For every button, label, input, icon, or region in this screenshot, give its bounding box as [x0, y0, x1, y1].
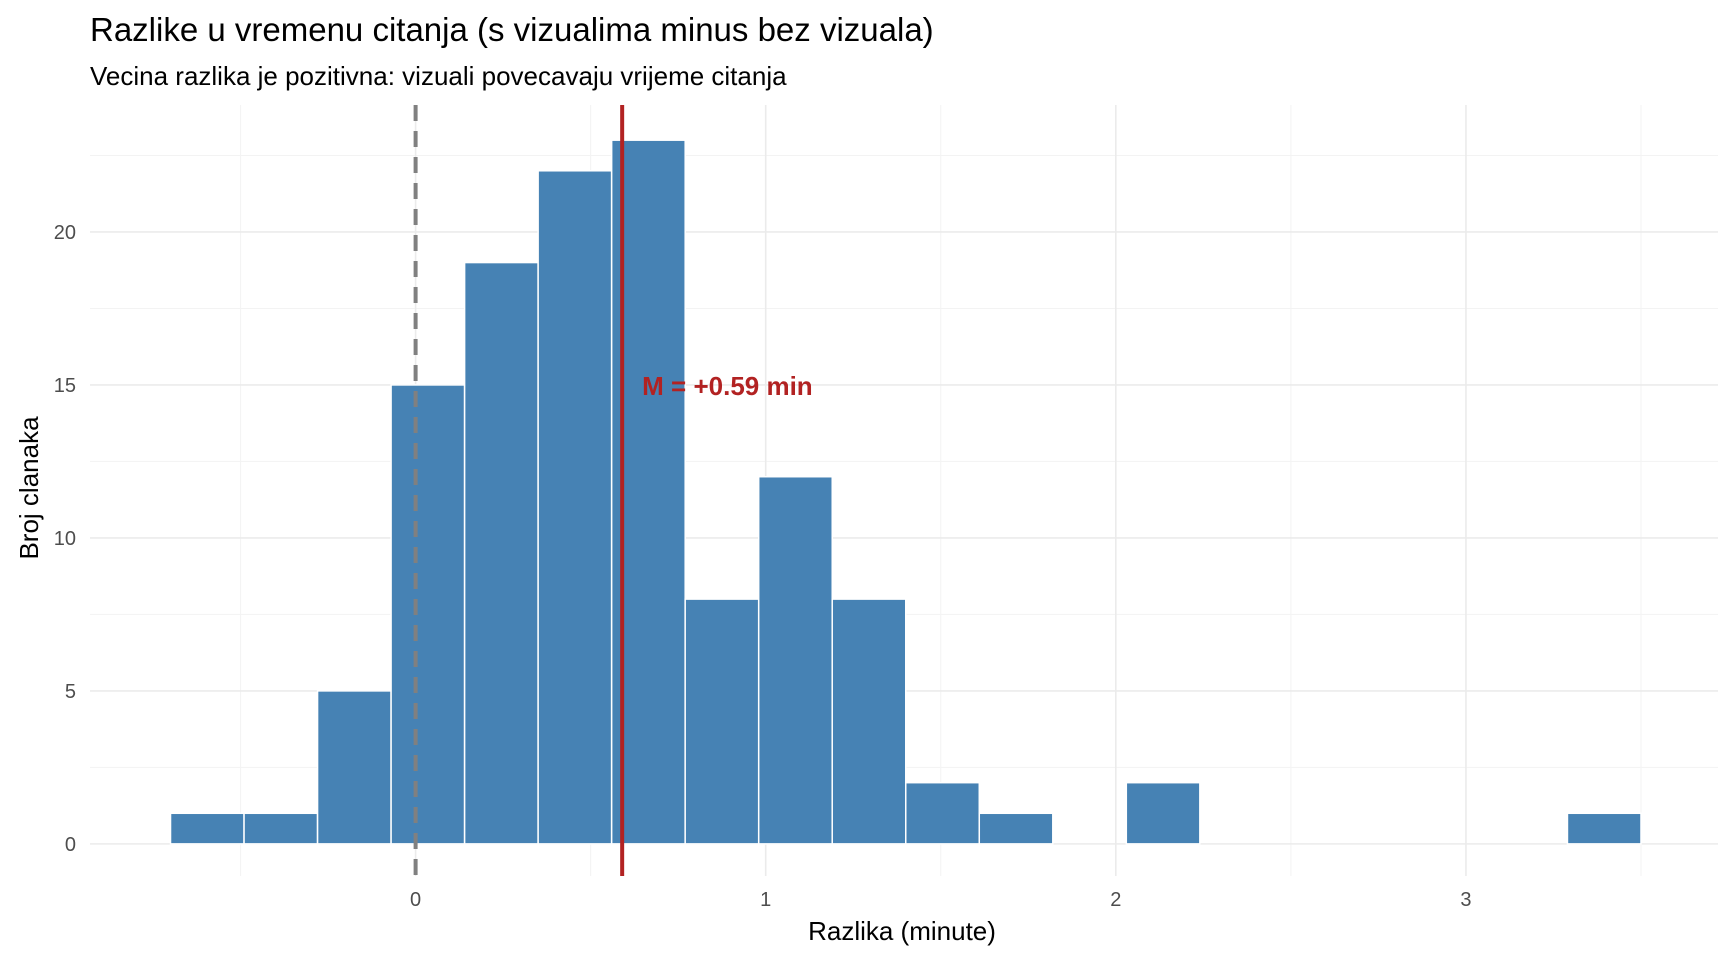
- x-axis-title: Razlika (minute): [808, 916, 996, 946]
- histogram-bar: [757, 475, 833, 845]
- histogram-bar: [905, 781, 981, 845]
- chart-subtitle: Vecina razlika je pozitivna: vizuali pov…: [90, 61, 787, 91]
- axis-tick-labels: 0 1 2 3 0 5 10 15 20: [54, 222, 1472, 911]
- x-tick-label: 2: [1110, 889, 1121, 911]
- y-tick-label: 20: [54, 222, 76, 244]
- y-tick-label: 5: [65, 681, 76, 703]
- histogram-bar: [1566, 812, 1642, 845]
- y-tick-label: 0: [65, 834, 76, 856]
- histogram-bar: [243, 812, 319, 845]
- histogram-bar: [978, 812, 1054, 845]
- histogram-bars: [169, 139, 1642, 845]
- histogram-bar: [831, 598, 907, 845]
- x-tick-label: 0: [410, 889, 421, 911]
- chart-title: Razlike u vremenu citanja (s vizualima m…: [90, 11, 934, 48]
- y-tick-label: 10: [54, 528, 76, 550]
- reference-lines: [413, 105, 625, 876]
- y-axis-title: Broj clanaka: [14, 416, 44, 560]
- x-tick-label: 3: [1460, 889, 1471, 911]
- histogram-bar: [537, 170, 613, 845]
- histogram-bar: [390, 384, 466, 845]
- x-tick-label: 1: [760, 889, 771, 911]
- mean-annotation-label: M = +0.59 min: [642, 371, 813, 401]
- histogram-bar: [463, 261, 539, 845]
- histogram-bar: [684, 598, 760, 845]
- histogram-bar: [316, 690, 392, 845]
- histogram-bar: [1125, 781, 1201, 845]
- y-tick-label: 15: [54, 375, 76, 397]
- histogram-bar: [169, 812, 245, 845]
